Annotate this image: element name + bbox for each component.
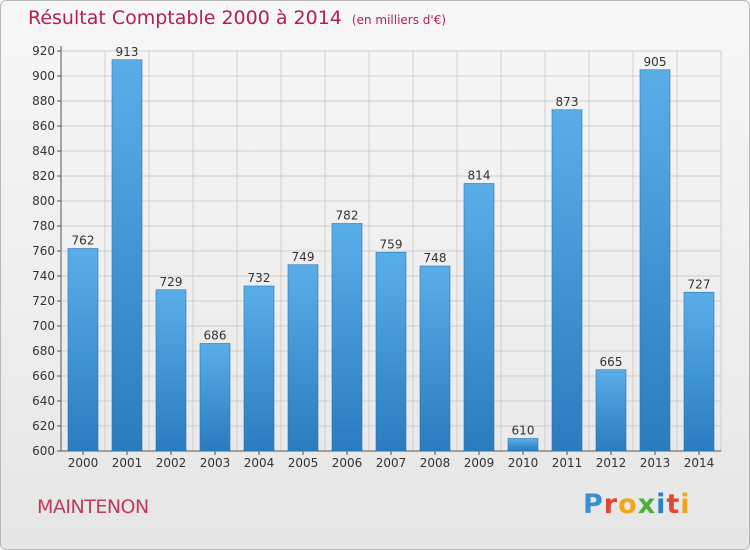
brand-letter: i: [680, 489, 691, 520]
data-label: 748: [424, 251, 447, 265]
data-label: 913: [116, 45, 139, 59]
y-tick-label: 720: [32, 294, 55, 308]
x-tick-label: 2003: [200, 456, 231, 470]
proxiti-logo[interactable]: Proxiti: [583, 489, 691, 520]
data-label: 782: [336, 209, 359, 223]
y-tick-label: 700: [32, 319, 55, 333]
x-tick-label: 2009: [464, 456, 495, 470]
brand-letter: t: [666, 489, 681, 520]
y-tick-label: 920: [32, 44, 55, 58]
data-label: 762: [72, 234, 95, 248]
data-label: 749: [292, 250, 315, 264]
city-name: MAINTENON: [37, 496, 149, 518]
bar: [507, 438, 539, 452]
y-tick-label: 740: [32, 269, 55, 283]
data-label: 665: [600, 355, 623, 369]
x-tick-label: 2014: [684, 456, 715, 470]
y-tick-label: 780: [32, 219, 55, 233]
brand-letter: r: [603, 489, 619, 520]
data-label: 759: [380, 237, 403, 251]
y-tick-label: 680: [32, 344, 55, 358]
y-tick-label: 660: [32, 369, 55, 383]
bar: [419, 265, 451, 452]
x-tick-label: 2000: [68, 456, 99, 470]
y-tick-label: 640: [32, 394, 55, 408]
brand-letter: o: [618, 489, 638, 520]
labels: 600 620 640 660 680 700 720 740 760 780 800 820 840 8…: [32, 44, 714, 470]
x-tick-label: 2006: [332, 456, 363, 470]
x-tick-label: 2002: [156, 456, 187, 470]
x-tick-label: 2001: [112, 456, 143, 470]
data-label: 732: [248, 271, 271, 285]
bar: [67, 248, 99, 452]
bar: [287, 264, 319, 452]
y-tick-label: 760: [32, 244, 55, 258]
bar: [199, 343, 231, 452]
bar: [683, 291, 715, 452]
data-label: 727: [688, 277, 711, 291]
y-tick-label: 820: [32, 169, 55, 183]
bar: [243, 285, 275, 452]
x-tick-label: 2011: [552, 456, 583, 470]
bar: [331, 223, 363, 452]
data-label: 610: [512, 424, 535, 438]
x-tick-label: 2008: [420, 456, 451, 470]
brand-letter: i: [656, 489, 667, 520]
brand-letter: x: [637, 489, 657, 520]
data-label: 729: [160, 275, 183, 289]
x-tick-label: 2010: [508, 456, 539, 470]
y-tick-label: 800: [32, 194, 55, 208]
y-tick-label: 620: [32, 419, 55, 433]
data-label: 686: [204, 329, 227, 343]
y-tick-label: 600: [32, 444, 55, 458]
bar: [375, 251, 407, 452]
y-tick-label: 880: [32, 94, 55, 108]
y-tick-label: 900: [32, 69, 55, 83]
bar: [551, 109, 583, 452]
data-label: 814: [468, 169, 491, 183]
y-tick-label: 860: [32, 119, 55, 133]
brand-letter: P: [583, 489, 604, 520]
data-label: 873: [556, 95, 579, 109]
bar: [155, 289, 187, 452]
bar: [463, 183, 495, 452]
x-tick-label: 2013: [640, 456, 671, 470]
bar: [595, 369, 627, 452]
chart-subtitle: (en milliers d'€): [351, 13, 447, 27]
bar: [111, 59, 143, 452]
x-tick-label: 2004: [244, 456, 275, 470]
chart-title: Résultat Comptable 2000 à 2014 (en millie…: [28, 7, 446, 29]
bars: [67, 59, 715, 452]
y-tick-label: 840: [32, 144, 55, 158]
x-tick-label: 2012: [596, 456, 627, 470]
x-tick-label: 2007: [376, 456, 407, 470]
chart-title-text: Résultat Comptable 2000 à 2014: [28, 7, 342, 29]
x-tick-label: 2005: [288, 456, 319, 470]
bar: [639, 69, 671, 452]
data-label: 905: [644, 55, 667, 69]
